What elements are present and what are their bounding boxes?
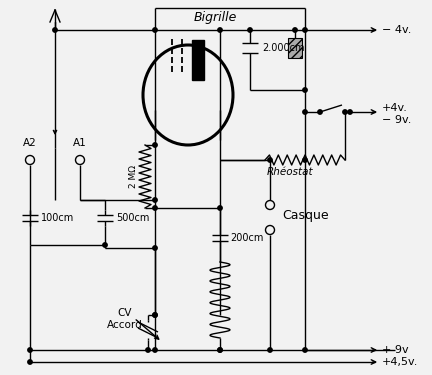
Text: +4,5v.: +4,5v. <box>382 357 418 367</box>
Text: CV: CV <box>118 308 132 318</box>
Text: − 9v.: − 9v. <box>382 115 411 125</box>
Bar <box>288 38 302 58</box>
Circle shape <box>28 360 32 364</box>
Circle shape <box>153 246 157 250</box>
Circle shape <box>146 348 150 352</box>
Circle shape <box>248 28 252 32</box>
Circle shape <box>153 28 157 32</box>
Text: − 4v.: − 4v. <box>382 25 411 35</box>
Text: 2.000cm: 2.000cm <box>262 43 305 53</box>
Text: 200cm: 200cm <box>230 233 264 243</box>
Circle shape <box>153 206 157 210</box>
Circle shape <box>103 243 107 247</box>
Circle shape <box>348 110 352 114</box>
Circle shape <box>153 198 157 202</box>
Circle shape <box>218 348 222 352</box>
Circle shape <box>218 206 222 210</box>
Text: 2 MΩ: 2 MΩ <box>128 165 137 188</box>
Circle shape <box>218 348 222 352</box>
Circle shape <box>268 348 272 352</box>
Circle shape <box>153 348 157 352</box>
Circle shape <box>153 313 157 317</box>
Text: A2: A2 <box>23 138 37 148</box>
Circle shape <box>303 348 307 352</box>
Text: +4v.: +4v. <box>382 103 408 113</box>
Circle shape <box>303 110 307 114</box>
Text: Bigrille: Bigrille <box>193 12 237 24</box>
Circle shape <box>53 28 57 32</box>
Circle shape <box>218 28 222 32</box>
Circle shape <box>153 313 157 317</box>
Circle shape <box>268 158 272 162</box>
Text: Accord: Accord <box>107 320 143 330</box>
Text: Casque: Casque <box>282 209 329 222</box>
Text: 500cm: 500cm <box>116 213 149 223</box>
Bar <box>192 40 204 80</box>
Text: A1: A1 <box>73 138 87 148</box>
Circle shape <box>303 158 307 162</box>
Circle shape <box>303 88 307 92</box>
Text: 100cm: 100cm <box>41 213 74 223</box>
Circle shape <box>293 28 297 32</box>
Circle shape <box>28 348 32 352</box>
Circle shape <box>343 110 347 114</box>
Circle shape <box>153 143 157 147</box>
Circle shape <box>303 28 307 32</box>
Text: Rhéostat: Rhéostat <box>267 167 313 177</box>
Text: + 9v: + 9v <box>382 345 409 355</box>
Circle shape <box>318 110 322 114</box>
